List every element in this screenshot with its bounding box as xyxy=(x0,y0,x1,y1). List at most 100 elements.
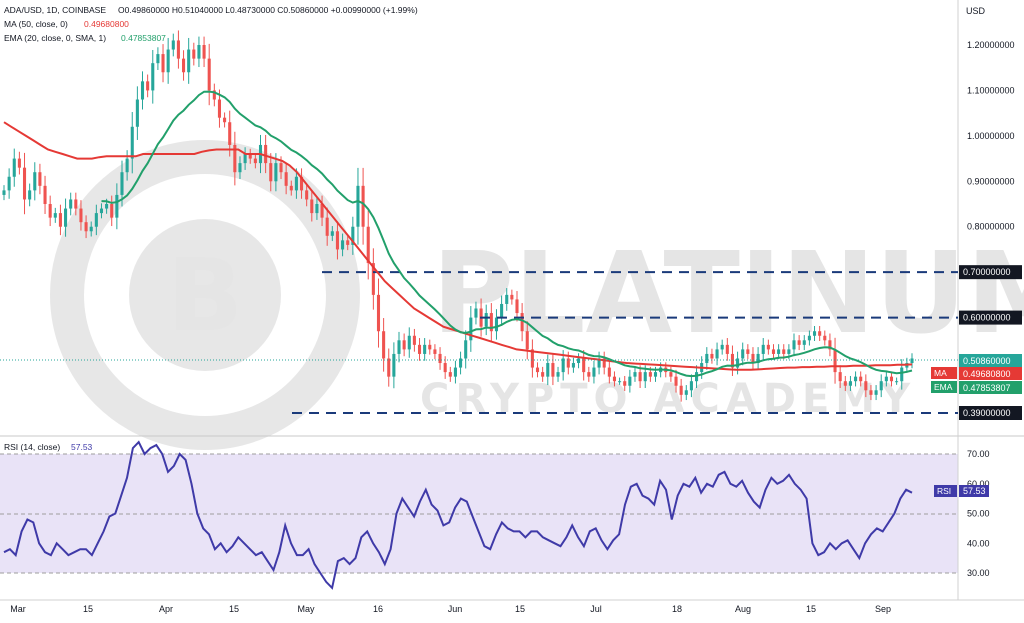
candle xyxy=(705,347,709,370)
candle xyxy=(146,74,150,98)
candle-body xyxy=(253,158,257,164)
candle xyxy=(351,216,355,255)
candle-body xyxy=(274,163,278,182)
candle xyxy=(38,163,42,195)
candle-body xyxy=(453,367,457,377)
candle-body xyxy=(176,40,180,59)
candle xyxy=(510,289,514,305)
candle xyxy=(284,163,288,195)
candle xyxy=(766,339,770,355)
candle-body xyxy=(884,376,888,382)
candle-body xyxy=(474,308,478,318)
candle xyxy=(387,348,391,387)
candle xyxy=(417,338,422,361)
candle-body xyxy=(151,63,155,91)
candle-body xyxy=(643,372,647,382)
candle xyxy=(33,162,37,201)
candle xyxy=(89,221,93,237)
candle xyxy=(161,44,165,83)
candle xyxy=(541,366,545,382)
candle-body xyxy=(17,158,21,168)
candle-body xyxy=(900,367,904,382)
candle xyxy=(12,148,16,187)
price-label: 0.49680800 xyxy=(963,369,1011,379)
time-tick-label: 18 xyxy=(672,604,682,614)
candle xyxy=(182,50,186,81)
price-tick-label: 0.80000000 xyxy=(967,222,1015,232)
candle-body xyxy=(459,358,463,368)
candle-body xyxy=(494,317,499,332)
candle xyxy=(125,150,129,181)
candle-body xyxy=(618,381,622,383)
candle xyxy=(223,112,227,128)
candle xyxy=(828,333,832,357)
candle xyxy=(341,233,345,257)
candle-body xyxy=(648,372,652,377)
candle-body xyxy=(525,331,529,350)
candle xyxy=(612,371,617,387)
candle xyxy=(500,295,504,326)
time-tick-label: May xyxy=(297,604,315,614)
candle xyxy=(710,348,714,364)
candle xyxy=(22,152,27,215)
candle xyxy=(110,195,114,227)
candle xyxy=(838,365,842,389)
candle-body xyxy=(782,349,786,354)
candle-body xyxy=(346,240,350,245)
candle xyxy=(577,353,581,369)
candle-body xyxy=(366,226,370,264)
candle-body xyxy=(192,49,196,59)
candle xyxy=(582,350,586,381)
candle-body xyxy=(833,349,837,373)
candle xyxy=(869,385,873,401)
candle-body xyxy=(115,194,119,218)
candle xyxy=(453,360,457,384)
candle-body xyxy=(864,381,868,391)
candle-body xyxy=(761,344,765,354)
candle xyxy=(310,191,314,222)
candle-body xyxy=(679,385,683,395)
legend-rsi: RSI (14, close) xyxy=(4,442,60,452)
candle-body xyxy=(428,344,432,350)
candle-body xyxy=(541,372,545,377)
price-axis-ticks: 1.20000000 1.10000000 1.00000000 0.90000000… xyxy=(967,40,1015,232)
candle-body xyxy=(736,358,740,368)
candle xyxy=(58,204,62,236)
time-tick-label: 15 xyxy=(229,604,239,614)
candle-body xyxy=(140,81,145,100)
time-tick-label: 16 xyxy=(373,604,383,614)
candle xyxy=(7,168,11,199)
price-tag: EMA xyxy=(934,382,953,392)
candle-body xyxy=(843,381,847,386)
candle-body xyxy=(546,363,550,377)
candle xyxy=(156,47,160,70)
candle xyxy=(438,347,442,370)
candle-body xyxy=(351,226,355,245)
candle xyxy=(264,134,268,174)
candle-body xyxy=(284,172,288,186)
candle xyxy=(592,360,596,384)
candle-body xyxy=(838,372,842,382)
candle-body xyxy=(910,358,914,364)
candle xyxy=(535,362,540,378)
candle xyxy=(43,175,47,215)
candle-body xyxy=(84,222,88,232)
candle xyxy=(910,353,914,369)
candle-body xyxy=(197,45,201,59)
candle xyxy=(433,344,437,360)
candle-body xyxy=(376,294,381,332)
candle-body xyxy=(556,372,560,377)
candle-body xyxy=(99,208,104,214)
candle xyxy=(192,42,196,66)
candle xyxy=(335,221,339,260)
candle-body xyxy=(766,344,770,350)
candle xyxy=(489,303,493,342)
candle-body xyxy=(889,376,894,382)
candle-body xyxy=(412,335,416,345)
candle xyxy=(689,374,693,398)
price-label-bg xyxy=(959,354,1022,367)
candle xyxy=(140,71,145,110)
candle-body xyxy=(577,358,581,364)
candle-body xyxy=(243,154,247,164)
candle-body xyxy=(110,204,114,218)
